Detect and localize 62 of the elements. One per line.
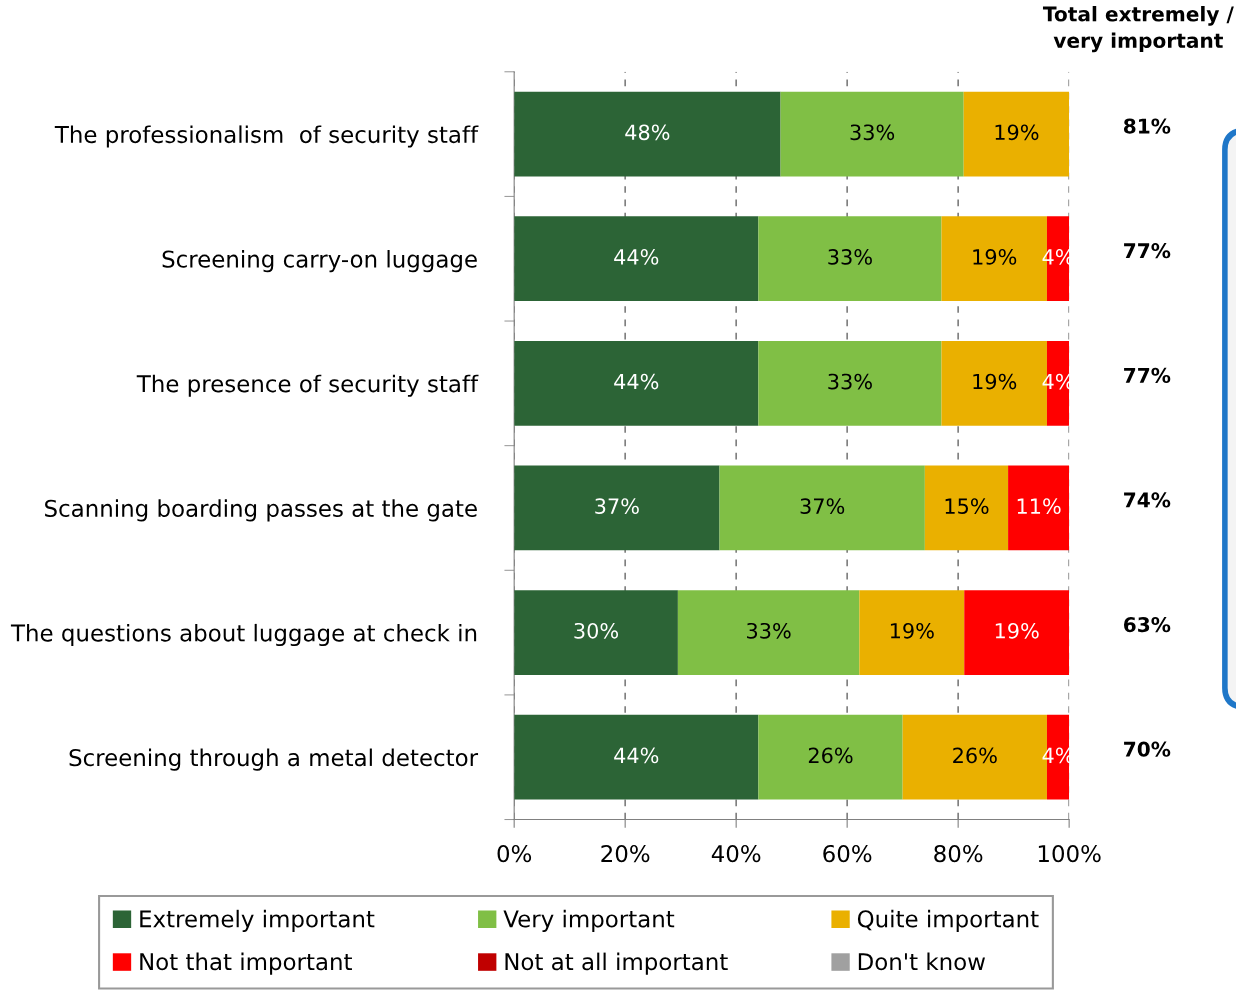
data-label: 33% bbox=[828, 249, 872, 265]
legend-label: Not that important bbox=[140, 952, 352, 975]
y-tick-label: The questions about luggage at check in bbox=[10, 623, 477, 647]
x-tick-label: 40% bbox=[711, 844, 761, 863]
legend-label: Extremely important bbox=[140, 909, 375, 932]
bar bbox=[964, 590, 1070, 675]
text: Total extremely / very important bbox=[1042, 5, 1234, 53]
data-label: 33% bbox=[747, 622, 791, 639]
bar bbox=[719, 465, 925, 551]
bar bbox=[514, 590, 678, 675]
data-label: 15% bbox=[945, 498, 989, 515]
bar bbox=[963, 91, 1070, 177]
data-label: 44% bbox=[614, 373, 659, 390]
data-label: 26% bbox=[808, 747, 853, 764]
bar bbox=[514, 216, 759, 302]
bar bbox=[514, 340, 759, 426]
text: 77% bbox=[1124, 367, 1171, 383]
text: 70% bbox=[1124, 741, 1171, 757]
y-tick-label: Screening through a metal detector bbox=[69, 748, 479, 771]
data-label: 48% bbox=[625, 124, 670, 141]
x-tick-label: 20% bbox=[601, 844, 650, 863]
y-tick-label: The professionalism of security staff bbox=[54, 125, 479, 148]
bar bbox=[758, 340, 942, 426]
bar bbox=[758, 216, 942, 302]
data-label: 19% bbox=[973, 249, 1017, 265]
bar bbox=[859, 590, 965, 675]
data-label: 44% bbox=[614, 249, 659, 265]
legend-label: Not at all important bbox=[505, 952, 728, 975]
text: 81% bbox=[1123, 118, 1171, 134]
data-label: 19% bbox=[973, 373, 1017, 390]
bar bbox=[758, 714, 903, 800]
data-label: 11% bbox=[1017, 498, 1061, 515]
bar bbox=[514, 714, 759, 800]
data-label: 44% bbox=[614, 747, 659, 764]
data-label: 19% bbox=[995, 622, 1039, 639]
data-label: 19% bbox=[995, 124, 1039, 141]
y-tick-label: Scanning boarding passes at the gate bbox=[45, 499, 477, 522]
text: 74% bbox=[1124, 492, 1171, 508]
x-tick-label: 100% bbox=[1038, 844, 1101, 863]
legend-label: Quite important bbox=[857, 909, 1039, 932]
x-tick-label: 0% bbox=[497, 844, 532, 863]
bar bbox=[514, 91, 781, 177]
data-label: 33% bbox=[828, 373, 872, 390]
data-label: 26% bbox=[953, 747, 997, 764]
bar bbox=[1008, 465, 1070, 551]
data-label: 33% bbox=[850, 124, 895, 141]
bar bbox=[514, 465, 720, 551]
y-tick-label: The presence of security staff bbox=[136, 374, 479, 397]
legend-label: Don't know bbox=[858, 952, 985, 971]
bar bbox=[924, 465, 1009, 551]
text: 77% bbox=[1124, 243, 1171, 259]
x-tick-label: 80% bbox=[934, 844, 983, 863]
bar bbox=[780, 91, 964, 177]
bar bbox=[677, 590, 860, 675]
y-tick-label: Screening carry-on luggage bbox=[162, 250, 477, 273]
data-label: 37% bbox=[800, 498, 845, 515]
data-label: 19% bbox=[890, 622, 934, 639]
data-label: 37% bbox=[595, 498, 639, 515]
legend-label: Very important bbox=[503, 909, 675, 932]
x-tick-label: 60% bbox=[823, 844, 872, 863]
text: 63% bbox=[1123, 616, 1171, 633]
data-label: 30% bbox=[574, 622, 619, 639]
